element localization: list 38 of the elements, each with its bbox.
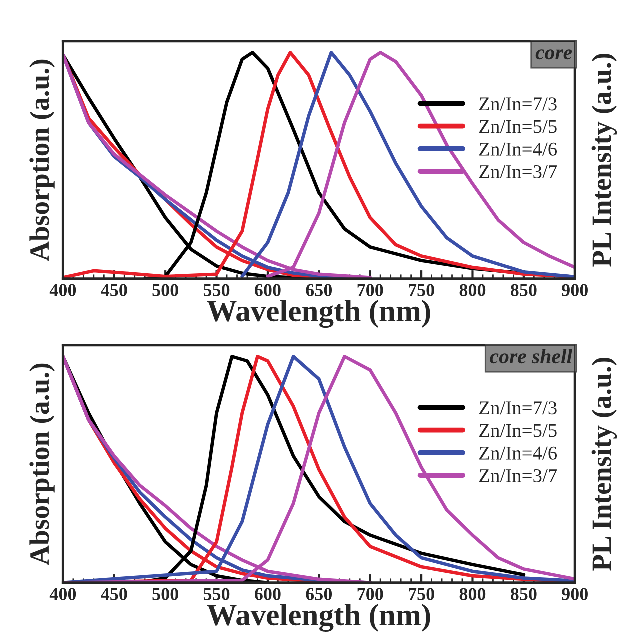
legend-label: Zn/In=7/3 [480,98,557,111]
legend-label: Zn/In=5/5 [480,120,557,134]
x-tick-label: 900 [562,588,588,600]
x-tick-label: 400 [50,588,76,600]
x-tick-label: 450 [101,284,128,296]
x-tick-label: 450 [101,588,128,600]
legend-label: Zn/In=4/6 [480,446,558,460]
legend-label: Zn/In=3/7 [480,165,558,179]
x-tick-label: 750 [409,588,434,600]
x-tick-label: 850 [510,588,537,600]
x-tick-label: 850 [510,284,537,296]
x-tick-label: 800 [460,588,486,600]
x-tick-label: 600 [255,588,281,600]
legend-label: Zn/In=3/7 [480,469,558,483]
y-axis-title: Absorption (a.u.) [30,60,55,262]
x-tick-label: 700 [358,588,384,600]
x-tick-label: 500 [152,284,178,296]
y2-axis-title: PL Intensity (a.u.) [592,54,618,267]
x-tick-label: 400 [50,284,76,296]
x-tick-label: 750 [409,284,434,296]
y2-axis-title: PL Intensity (a.u.) [592,358,618,571]
x-tick-label: 800 [460,284,486,296]
x-tick-label: 550 [204,284,230,296]
annotation: core [536,50,572,60]
x-tick-label: 700 [358,284,384,296]
x-tick-label: 900 [562,284,588,296]
y-axis-title: Absorption (a.u.) [30,364,55,566]
annotation: core shell [490,348,573,364]
x-axis-title: Wavelength (nm) [207,604,430,632]
legend-label: Zn/In=4/6 [480,142,558,156]
x-tick-label: 650 [306,588,332,600]
x-tick-label: 600 [255,284,281,296]
x-tick-label: 650 [306,284,332,296]
x-tick-label: 500 [152,588,178,600]
x-axis-title: Wavelength (nm) [207,300,430,328]
legend-label: Zn/In=5/5 [480,424,557,438]
legend-label: Zn/In=7/3 [480,402,557,415]
x-tick-label: 550 [204,588,230,600]
